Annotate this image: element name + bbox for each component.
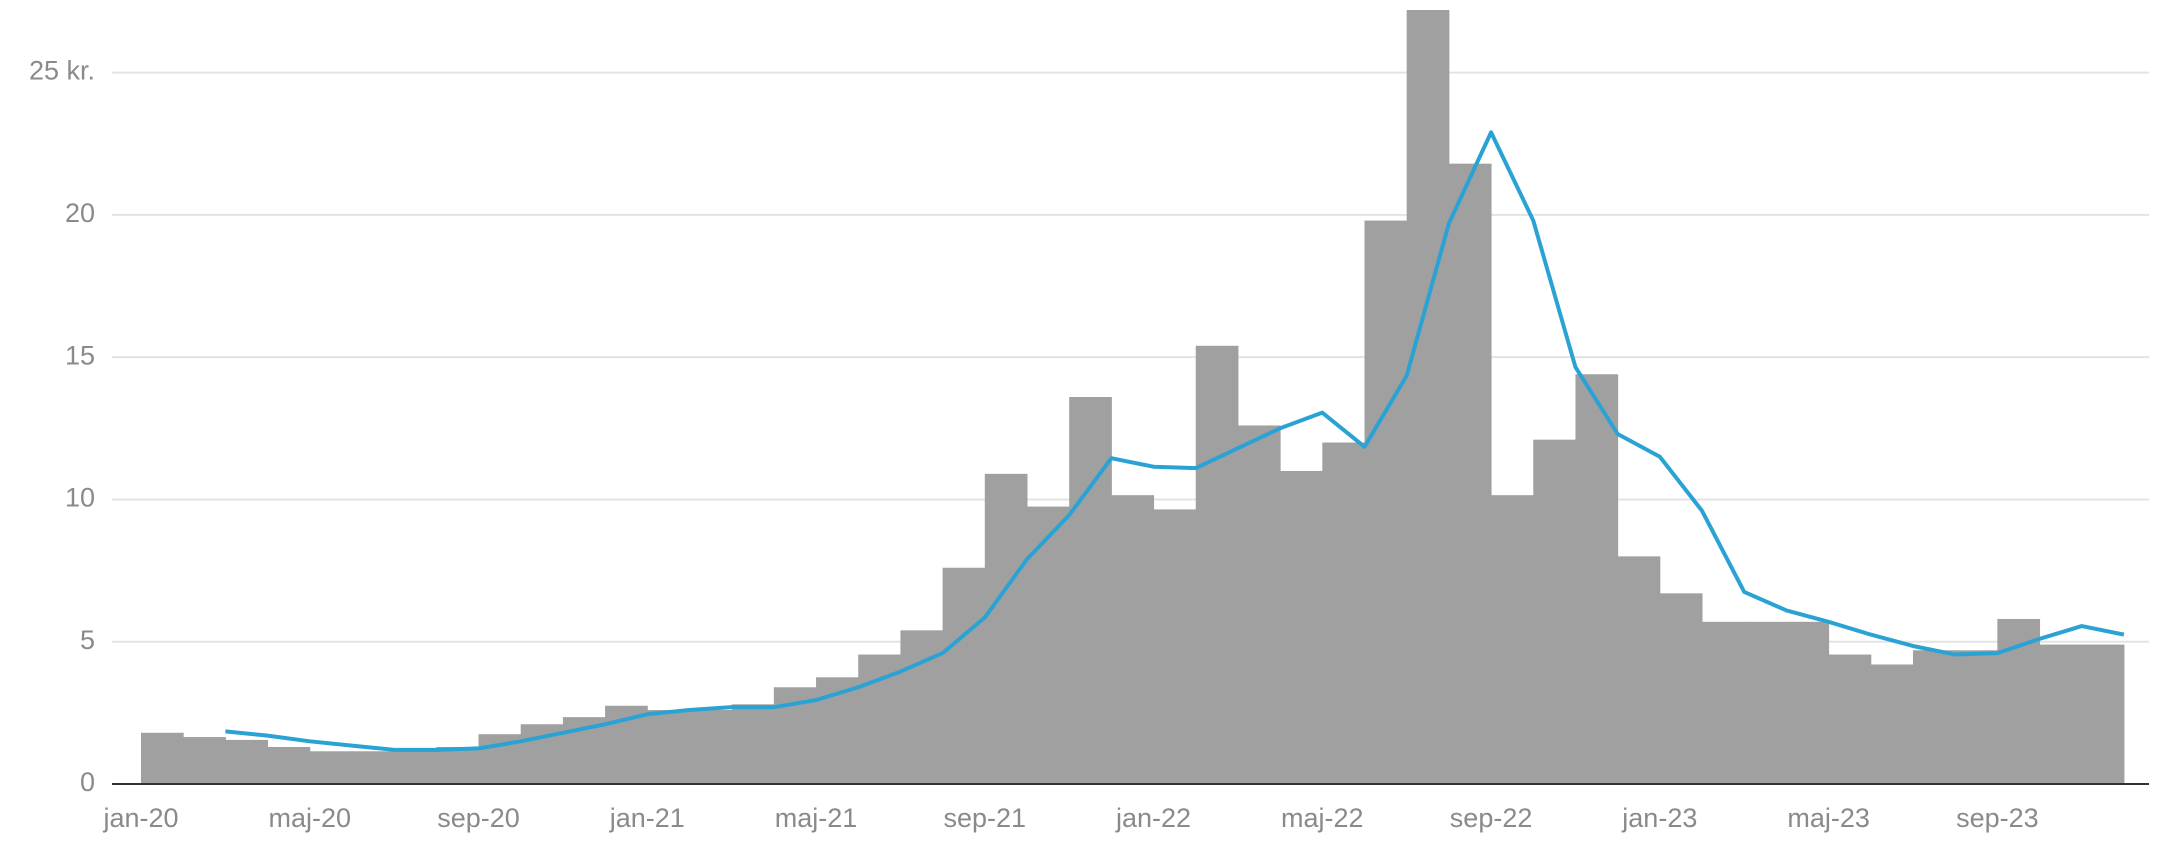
bar bbox=[1828, 654, 1872, 784]
bar bbox=[1153, 509, 1197, 784]
bar bbox=[267, 747, 311, 784]
bar bbox=[1702, 621, 1745, 784]
bar bbox=[1575, 374, 1619, 784]
x-tick-label: sep-23 bbox=[1956, 803, 2039, 833]
bar bbox=[1026, 506, 1070, 784]
bar bbox=[225, 739, 269, 784]
bar bbox=[1617, 556, 1661, 784]
x-tick-label: jan-23 bbox=[1621, 803, 1697, 833]
bar bbox=[900, 630, 944, 784]
bar bbox=[2039, 644, 2083, 784]
bar bbox=[1955, 650, 1998, 784]
y-tick-label: 25 kr. bbox=[29, 56, 95, 86]
bar bbox=[689, 710, 733, 784]
bar bbox=[1111, 495, 1155, 784]
x-tick-label: sep-20 bbox=[437, 803, 520, 833]
y-tick-label: 15 bbox=[65, 340, 95, 370]
x-tick-label: maj-22 bbox=[1281, 803, 1364, 833]
line bbox=[225, 130, 2125, 752]
bar bbox=[1912, 650, 1956, 784]
y-tick-label: 20 bbox=[65, 198, 95, 228]
bar bbox=[309, 751, 353, 784]
bar bbox=[141, 732, 184, 784]
bar bbox=[1195, 345, 1239, 784]
y-tick-label: 0 bbox=[80, 767, 95, 797]
bar bbox=[1744, 621, 1787, 784]
bar bbox=[1533, 439, 1576, 784]
bar bbox=[394, 749, 437, 784]
bar bbox=[731, 704, 775, 784]
bar bbox=[647, 710, 690, 784]
x-tick-label: jan-22 bbox=[1115, 803, 1191, 833]
x-tick-label: sep-21 bbox=[944, 803, 1027, 833]
bar bbox=[1322, 442, 1366, 784]
bar bbox=[2081, 644, 2125, 784]
x-tick-label: sep-22 bbox=[1450, 803, 1533, 833]
x-tick-label: jan-20 bbox=[102, 803, 178, 833]
x-tick-label: jan-21 bbox=[609, 803, 685, 833]
x-tick-label: maj-21 bbox=[775, 803, 858, 833]
bar bbox=[1786, 621, 1830, 784]
bar bbox=[942, 567, 986, 784]
bar bbox=[183, 737, 226, 784]
bar bbox=[1448, 163, 1492, 785]
x-tick-label: maj-20 bbox=[268, 803, 351, 833]
bar bbox=[1659, 593, 1703, 784]
bar bbox=[1364, 220, 1408, 784]
bar bbox=[351, 751, 395, 784]
bar bbox=[1870, 664, 1914, 784]
bar bbox=[436, 747, 480, 784]
x-tick-label: maj-23 bbox=[1787, 803, 1870, 833]
y-tick-label: 10 bbox=[65, 483, 95, 513]
bar bbox=[984, 473, 1028, 784]
bar bbox=[1069, 397, 1112, 784]
y-tick-label: 5 bbox=[80, 625, 95, 655]
bar bbox=[1280, 470, 1323, 784]
bar bbox=[1406, 10, 1450, 784]
bar bbox=[1237, 425, 1281, 784]
bar bbox=[1491, 495, 1534, 784]
bar bbox=[1997, 618, 2041, 784]
